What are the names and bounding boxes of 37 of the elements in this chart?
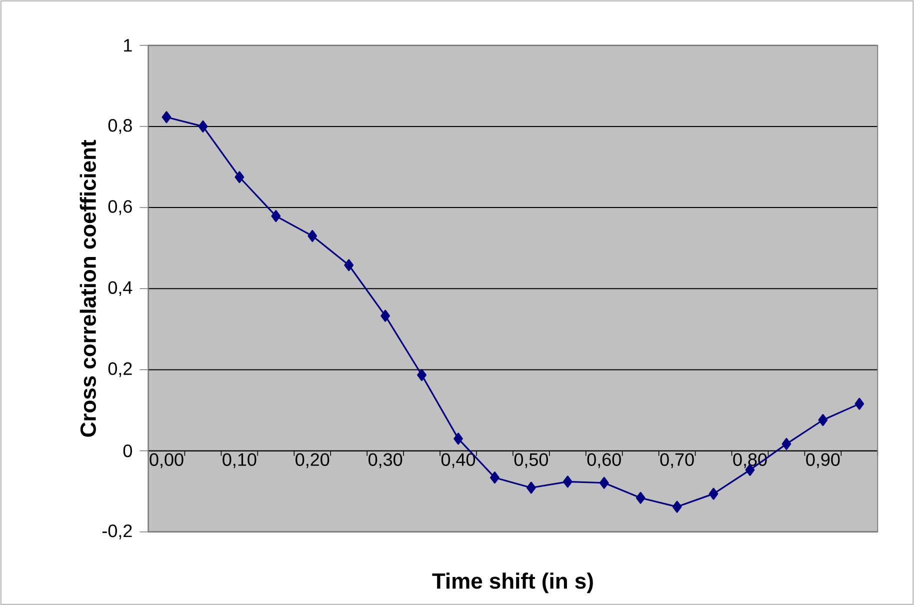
point xyxy=(417,368,426,381)
x-tick-label: 0,30 xyxy=(368,453,402,468)
point xyxy=(271,210,281,222)
point xyxy=(234,171,244,184)
point xyxy=(782,438,792,450)
point xyxy=(562,476,572,488)
point xyxy=(490,471,500,484)
y-tick-label: 0,2 xyxy=(108,362,132,378)
point xyxy=(636,492,646,504)
x-tick-label: 0,40 xyxy=(441,453,476,468)
point xyxy=(454,432,463,445)
point xyxy=(162,111,172,123)
y-tick-label: -0,2 xyxy=(102,524,132,540)
point xyxy=(526,482,536,494)
point xyxy=(344,259,354,271)
x-tick-label: 0,60 xyxy=(587,453,621,468)
point xyxy=(854,398,864,410)
y-tick-label: 0,8 xyxy=(108,118,132,134)
y-tick-label: 0,6 xyxy=(108,200,132,215)
y-tick-label: 0,4 xyxy=(108,281,132,296)
y-axis-title: Cross correlation coefficient xyxy=(80,140,96,437)
y-tick-label: 1 xyxy=(124,39,132,52)
x-tick-label: 0,10 xyxy=(222,453,256,468)
x-tick-label: 0,00 xyxy=(150,453,184,468)
x-axis-title: Time shift (in s) xyxy=(432,572,593,593)
point xyxy=(308,230,318,242)
point xyxy=(380,310,390,322)
point xyxy=(599,476,609,489)
y-tick-label: 0 xyxy=(123,444,132,458)
point xyxy=(198,120,208,132)
x-tick-label: 0,50 xyxy=(514,453,548,468)
point xyxy=(672,500,682,513)
point xyxy=(708,488,718,500)
x-tick-label: 0,20 xyxy=(296,453,330,468)
x-tick-label: 0,90 xyxy=(806,453,840,468)
point xyxy=(818,414,828,426)
x-tick-label: 0,70 xyxy=(660,453,694,468)
